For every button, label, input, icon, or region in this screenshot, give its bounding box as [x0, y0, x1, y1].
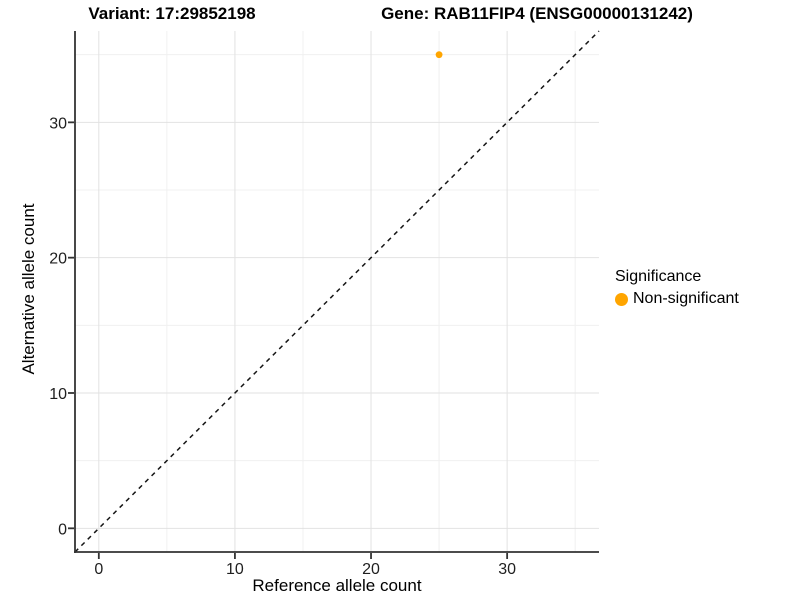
plot-title-variant: Variant: 17:29852198 [88, 4, 256, 23]
legend: Significance Non-significant [615, 268, 739, 308]
y-tick-label: 20 [49, 251, 67, 268]
legend-point-icon [615, 292, 628, 306]
y-tick-label: 30 [49, 115, 67, 132]
x-tick-label: 30 [498, 561, 516, 578]
identity-dashed-line [74, 30, 600, 553]
legend-title: Significance [615, 268, 702, 285]
plot-title-gene: Gene: RAB11FIP4 (ENSG00000131242) [381, 4, 693, 23]
legend-item-label: Non-significant [633, 290, 739, 307]
x-tick-label: 0 [94, 561, 103, 578]
x-axis-label: Reference allele count [252, 576, 422, 595]
x-tick-label: 10 [226, 561, 244, 578]
legend-item-non-significant: Non-significant [615, 290, 739, 308]
x-tick-label: 20 [362, 561, 380, 578]
y-tick-label: 0 [58, 521, 67, 538]
y-tick-label: 10 [49, 386, 67, 403]
y-axis-label: Alternative allele count [19, 203, 38, 375]
data-point [435, 51, 443, 59]
